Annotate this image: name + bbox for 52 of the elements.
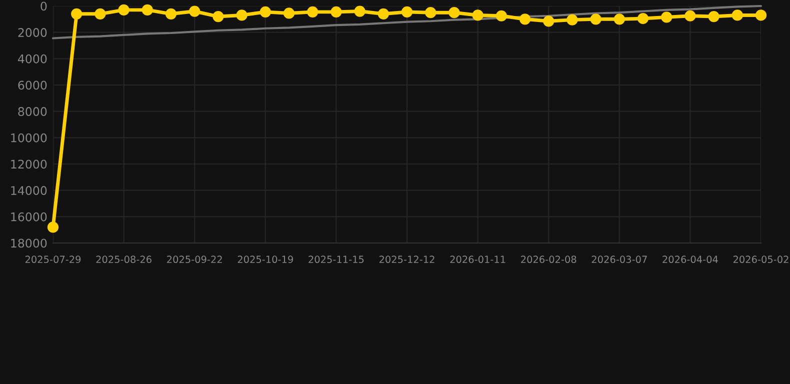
- x-tick-label: 2025-11-15: [308, 256, 364, 264]
- point: [71, 8, 82, 20]
- y-tick-label: 8000: [18, 107, 47, 116]
- point: [637, 12, 649, 24]
- x-tick-label: 2025-07-29: [25, 256, 81, 264]
- point: [189, 6, 200, 17]
- point: [94, 8, 106, 20]
- x-tick-label: 2025-10-19: [238, 256, 293, 264]
- point: [448, 7, 460, 18]
- y-tick-label: 10000: [11, 133, 47, 142]
- point: [212, 10, 224, 22]
- x-tick-label: 2026-01-11: [450, 256, 506, 264]
- y-tick-label: 18000: [11, 238, 47, 248]
- y-tick-label: 16000: [11, 212, 47, 222]
- point: [165, 8, 177, 20]
- x-tick-label: 2025-12-12: [379, 256, 434, 264]
- x-tick-label: 2026-04-04: [662, 256, 718, 264]
- y-tick-label: 4000: [18, 54, 47, 64]
- point: [283, 8, 295, 19]
- point: [755, 10, 767, 21]
- point: [732, 10, 743, 21]
- point: [236, 10, 248, 21]
- point: [543, 16, 554, 27]
- point: [472, 10, 484, 21]
- point: [519, 14, 531, 25]
- point: [496, 10, 507, 22]
- point: [590, 14, 602, 25]
- point: [47, 222, 59, 233]
- x-tick-label: 2026-03-07: [592, 256, 647, 264]
- point: [118, 4, 130, 16]
- y-tick-label: 6000: [18, 80, 47, 90]
- point: [684, 10, 696, 22]
- point: [142, 4, 153, 16]
- x-tick-label: 2025-08-26: [96, 256, 152, 264]
- y-tick-label: 14000: [11, 186, 47, 195]
- point: [566, 14, 578, 26]
- point: [354, 6, 366, 17]
- y-tick-label: 12000: [11, 160, 47, 169]
- point: [425, 7, 436, 18]
- x-tick-label: 2025-09-22: [167, 256, 222, 264]
- y-tick-label: 0: [40, 2, 47, 11]
- point: [330, 6, 342, 18]
- y-tick-label: 2000: [18, 28, 47, 37]
- point: [307, 6, 318, 18]
- point: [708, 10, 720, 22]
- point: [260, 6, 271, 18]
- point: [614, 14, 625, 25]
- point: [378, 8, 389, 20]
- point: [401, 6, 413, 18]
- x-tick-label: 2026-05-02: [733, 256, 788, 264]
- point: [661, 12, 672, 23]
- x-tick-label: 2026-02-08: [521, 256, 576, 264]
